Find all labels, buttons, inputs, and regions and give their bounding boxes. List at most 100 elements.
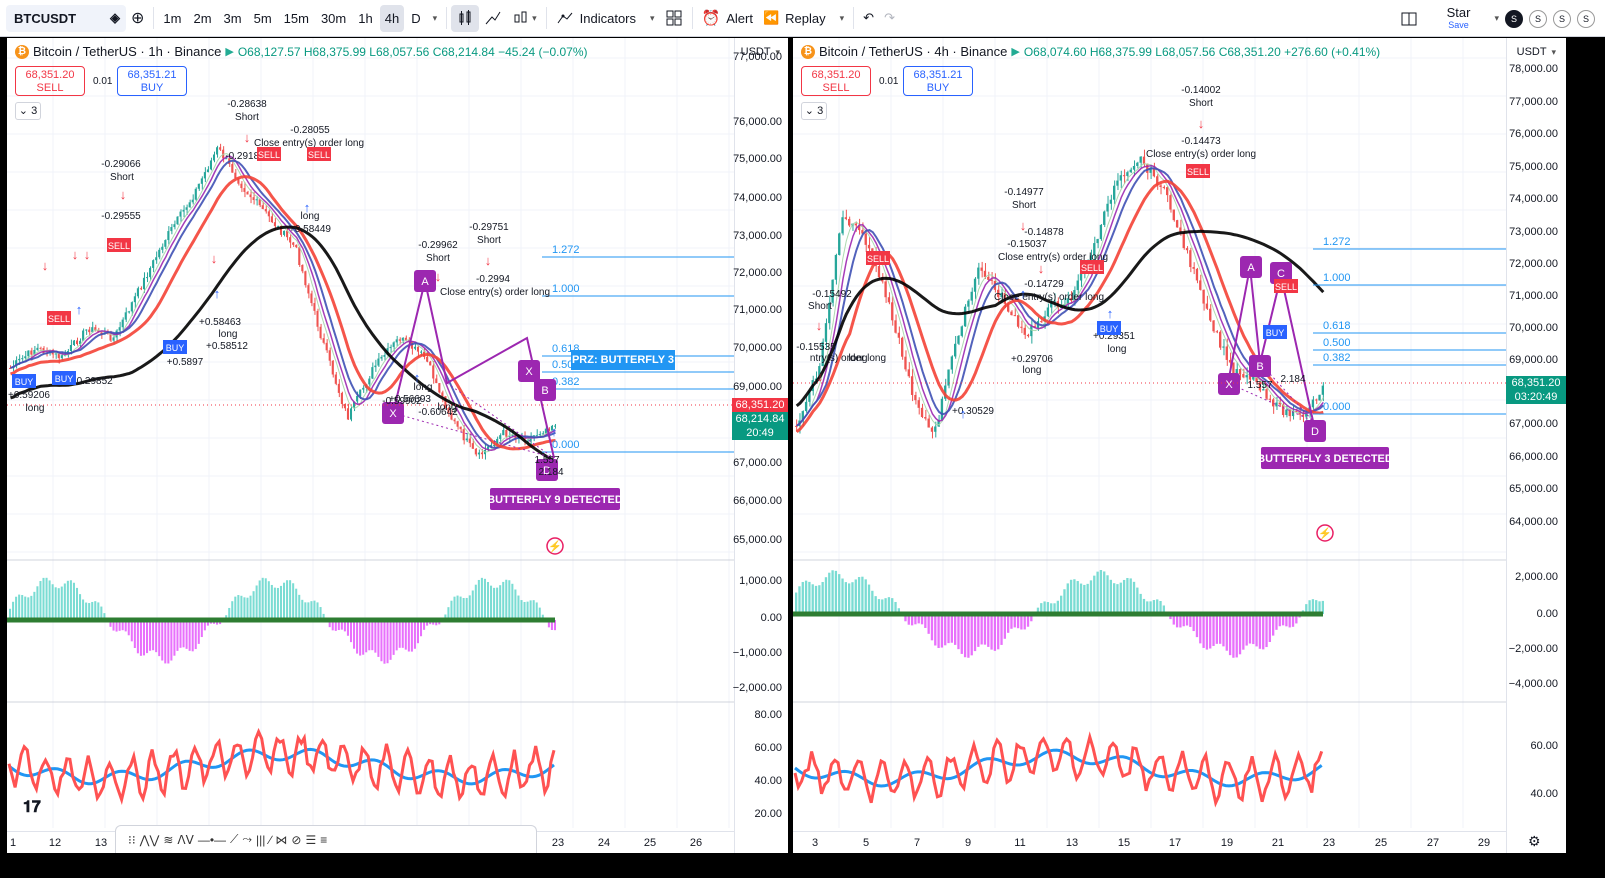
measure-icon[interactable]: ⊘ [291,832,302,847]
oscillator-bar [1089,580,1093,614]
axis-tick-label: 69,000.00 [733,381,782,393]
buy-button[interactable]: 68,351.21 BUY [117,66,187,96]
strategy-annotation: -0.15037 [1007,239,1047,250]
candle-body [1315,399,1318,401]
collapse-indicators-button[interactable]: ⌄ 3 [15,102,41,120]
candle-body [331,360,334,375]
interval-button-5m[interactable]: 5m [253,10,272,26]
sell-label: SELL [822,82,850,94]
currency-label[interactable]: USDT ▾ [1517,46,1556,58]
candle-body [438,383,441,393]
interval-button-D[interactable]: D [411,10,421,26]
line-icon[interactable]: ∕ [269,832,272,847]
chevron-down-icon: ⌄ [804,105,815,117]
candle-body [27,350,30,357]
pattern-point-marker [1249,355,1271,377]
candle-body [18,358,21,361]
compare-icon[interactable]: ◈ [110,10,120,25]
oscillator-bar [12,601,15,620]
interval-button-30m[interactable]: 30m [320,10,347,26]
split-layout-button[interactable] [1395,5,1423,32]
line-tool-button[interactable] [479,5,507,32]
interval-button-3m[interactable]: 3m [223,10,242,26]
collapse-indicators-button[interactable]: ⌄ 3 [801,102,827,120]
symbol-search-button[interactable]: BTCUSDT ◈ [6,4,126,32]
sell-button[interactable]: 68,351.20 SELL [15,66,85,96]
bar-style-button[interactable]: ▾ [507,5,542,32]
strategy-annotation: long [26,403,45,414]
oscillator-bar [185,620,188,649]
list-icon[interactable]: ≡ [320,832,328,847]
settings-gear-icon[interactable]: ⚙ [1528,833,1541,849]
left-chart-canvas[interactable]: 1.2721.0000.6180.5000.3820.000XABXDBUTTE… [7,38,734,831]
trend-line-icon[interactable]: ⟋ [230,832,239,846]
candle-body [963,306,967,327]
layout-button[interactable] [660,5,688,32]
oscillator-bar [947,614,950,644]
oscillator-bar [828,572,831,614]
account-badge[interactable]: S [1577,9,1595,28]
undo-button[interactable]: ↶ [858,5,879,32]
candle-body [804,401,808,412]
flag-icon[interactable]: ▶ [225,46,234,58]
oscillator-bar [75,587,79,620]
candle-body [499,435,502,439]
left-price-axis[interactable]: USDT ▾ 77,000.00 76,000.00 75,000.00 74,000… [733,38,788,853]
candle-body [1016,315,1020,327]
cursor-icon[interactable]: ⁝⁝ [128,832,136,847]
quantity-value[interactable]: 0.01 [93,76,113,87]
interval-dropdown[interactable]: ▾ [426,5,443,32]
currency-label[interactable]: USDT ▾ [741,46,780,58]
right-price-axis[interactable]: USDT ▾ 78,000.00 77,000.00 76,000.00 75,000… [1506,38,1566,853]
alert-button[interactable]: ⏰ Alert [697,5,758,32]
interval-button-1h[interactable]: 1h [358,10,373,26]
xabcd-icon[interactable]: ⋈ [275,832,288,847]
abc-pattern-icon[interactable]: ᐱᐯ [177,832,194,847]
indicators-button[interactable]: Indicators ▾ [551,5,660,32]
candle-body [818,366,821,379]
interval-button-4h[interactable]: 4h [379,4,405,32]
axis-tick-label: 66,000.00 [1509,451,1558,463]
add-symbol-button[interactable]: ⊕ [126,5,149,32]
interval-button-1m[interactable]: 1m [163,10,182,26]
oscillator-bar [474,584,477,620]
account-badge[interactable]: S [1505,9,1523,28]
oscillator-bar [993,614,997,651]
candle-body [1248,375,1252,380]
replay-button[interactable]: ⏪ Replay ▾ [758,5,849,32]
right-chart-canvas[interactable]: 1.272 1.000 0.618 0.500 0.382 0.000 A C B X D BUTTE… [793,38,1506,831]
sell-button[interactable]: 68,351.20 SELL [801,66,871,96]
candle-body [127,311,130,313]
bars-pattern-icon[interactable]: ||| [256,832,266,847]
flag-icon[interactable]: ▶ [1011,46,1020,58]
candles-chart-type-button[interactable] [451,4,480,32]
candle-body [1281,404,1285,416]
interval-button-15m[interactable]: 15m [283,10,309,26]
strategy-annotation: -0.29066 [101,159,141,170]
right-time-axis[interactable]: 3 5 7 9 11 13 15 17 19 21 23 25 27 29 [793,831,1506,853]
redo-button[interactable]: ↷ [879,5,900,32]
oscillator-bar [398,620,401,648]
account-badge[interactable]: S [1529,9,1547,28]
candle-body [441,392,444,397]
fib-tool-icon[interactable]: ≋ [163,832,174,847]
oscillator-bar [1222,614,1225,647]
oscillator-bar [1295,614,1298,624]
interval-button-2m[interactable]: 2m [193,10,212,26]
horizontal-line-icon[interactable]: —•— [197,832,227,847]
ray-icon[interactable]: ⤳ [242,832,253,846]
pattern-tool-icon[interactable]: ⋀⋁ [139,832,160,847]
right-chart-pane[interactable]: 1.272 1.000 0.618 0.500 0.382 0.000 A C B X D BUTTE… [793,38,1566,853]
account-badge[interactable]: S [1553,9,1571,28]
brush-icon[interactable]: ☰ [305,832,317,847]
buy-button[interactable]: 68,351.21 BUY [903,66,973,96]
left-chart-pane[interactable]: 1.272 1.000 0.618 0.500 0.382 0.000 X A B X D BUTTE… [7,38,788,853]
indicator-count: 3 [31,105,38,117]
quantity-value[interactable]: 0.01 [879,76,899,87]
sell-price: 68,351.20 [811,69,861,81]
pattern-point-marker [518,360,540,382]
layout-name-button[interactable]: Star Save [1447,6,1471,31]
oscillator-bar [240,595,243,620]
candle-body [1245,375,1248,378]
last-price-tag: 68,351.20 [1506,376,1566,390]
